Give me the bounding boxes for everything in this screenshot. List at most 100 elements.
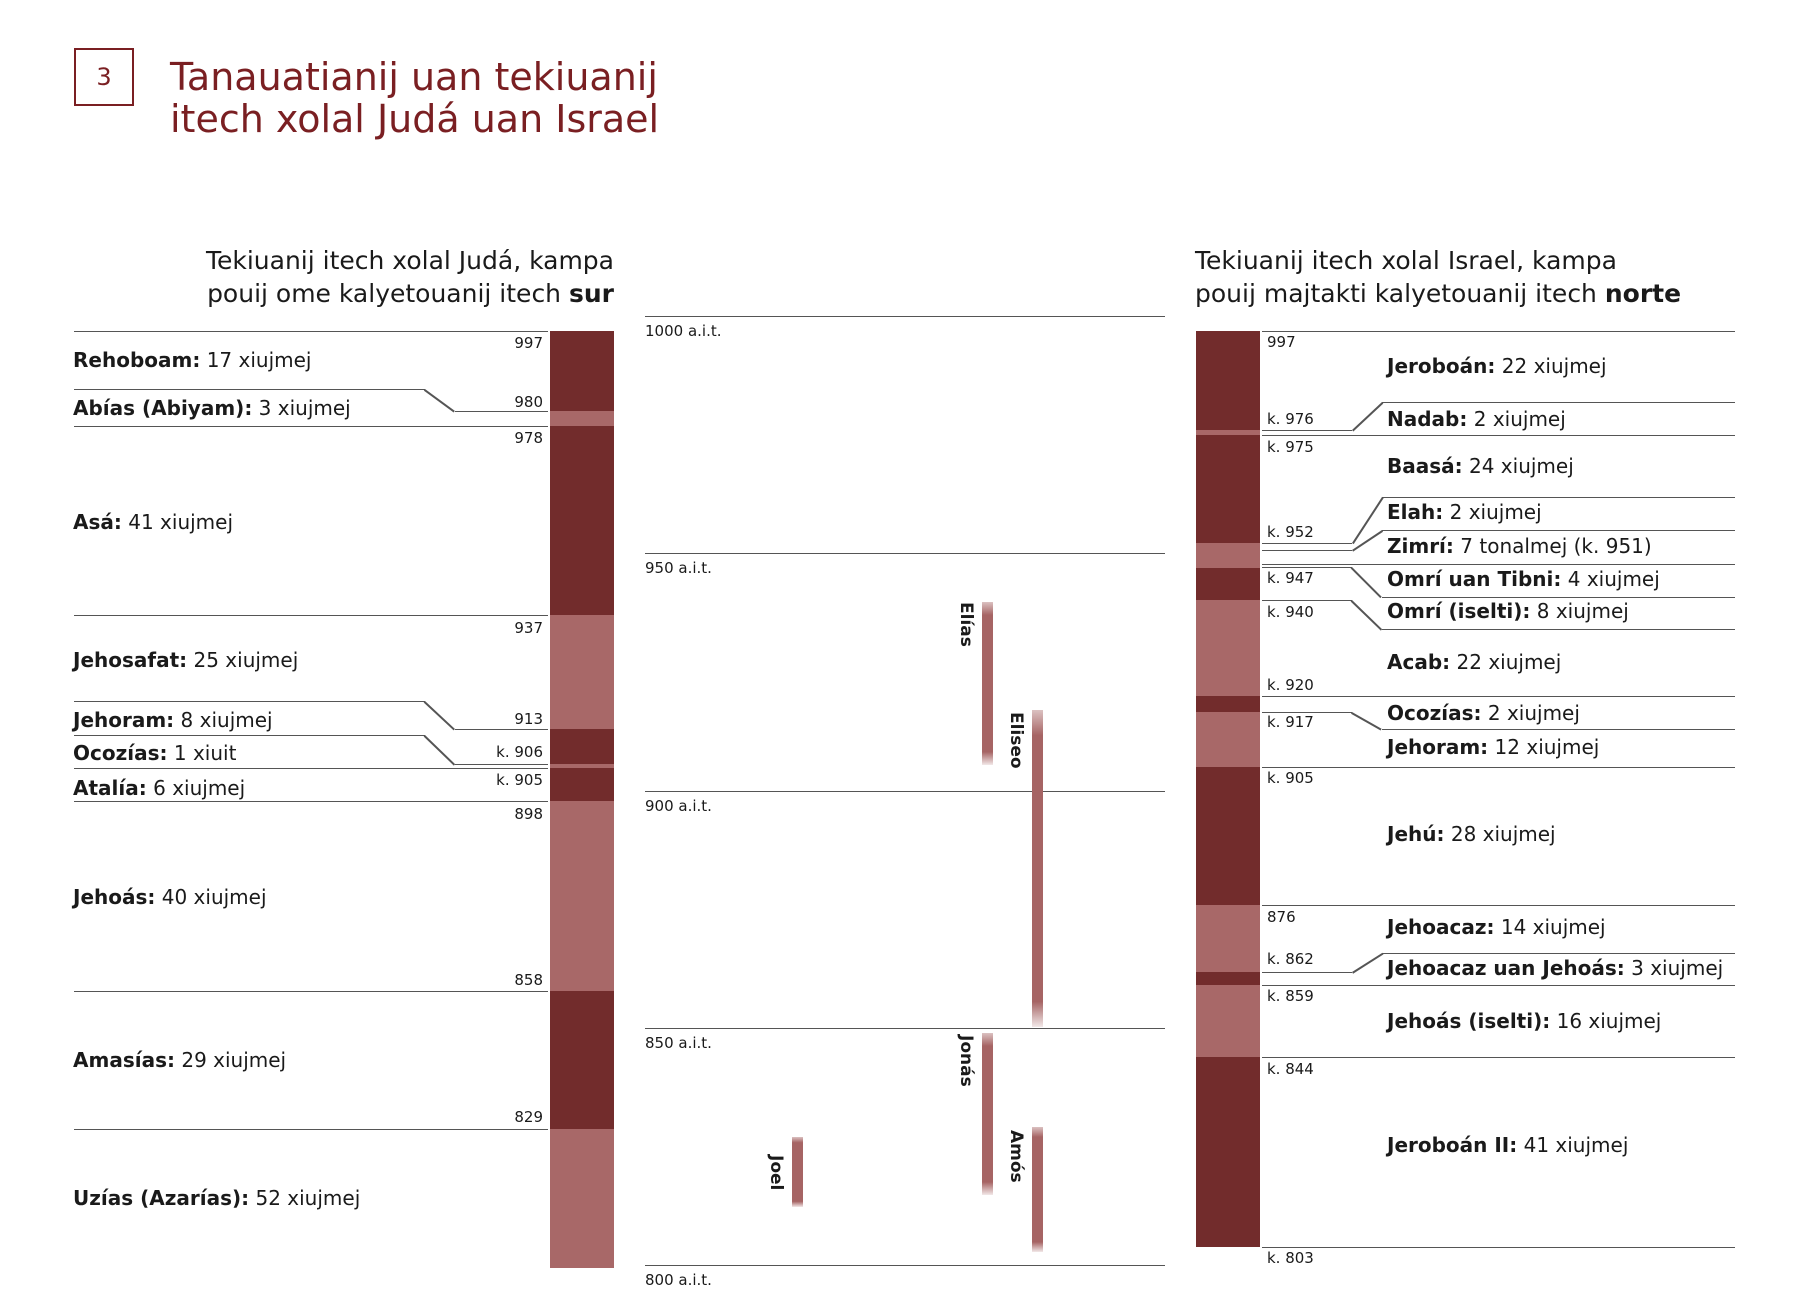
juda-heading-prefix: pouij ome kalyetouanij itech [207,279,569,308]
juda-rule-3 [74,615,548,616]
israel-rule-6-b [1350,567,1382,599]
israel-reign-bar-11 [1196,985,1260,1057]
israel-king-11-reign: 14 xiujmej [1494,915,1606,939]
juda-year-6: k. 905 [496,771,543,789]
israel-king-12: Jehoacaz uan Jehoás: 3 xiujmej [1387,956,1723,980]
juda-king-4-name: Jehoram: [73,708,175,732]
israel-rule-9-a [1262,712,1352,713]
prophet-name-2: Jonás [956,1035,976,1087]
juda-year-5: k. 906 [496,743,543,761]
israel-king-9-name: Jehoram: [1387,735,1489,759]
israel-rule-1-c [1382,402,1735,403]
israel-king-12-reign: 3 xiujmej [1624,956,1724,980]
israel-king-8: Ocozías: 2 xiujmej [1387,701,1580,725]
israel-reign-bar-6 [1196,696,1260,712]
israel-king-1-name: Nadab: [1387,407,1468,431]
israel-year-7: k. 917 [1267,713,1314,731]
israel-year-3: k. 952 [1267,523,1314,541]
israel-king-2-reign: 24 xiujmej [1462,454,1574,478]
israel-king-10: Jehú: 28 xiujmej [1387,822,1556,846]
israel-king-7-name: Acab: [1387,650,1451,674]
israel-king-0-name: Jeroboán: [1387,354,1496,378]
israel-rule-4-c [1382,530,1735,531]
israel-rule-12-c [1382,953,1735,954]
israel-king-1: Nadab: 2 xiujmej [1387,407,1566,431]
israel-rule-2 [1262,435,1735,436]
juda-king-2: Asá: 41 xiujmej [73,510,233,534]
israel-king-10-reign: 28 xiujmej [1444,822,1556,846]
timeline-tick-2: 900 a.i.t. [645,797,712,815]
israel-rule-0 [1262,331,1735,332]
israel-rule-4-a [1262,550,1352,551]
israel-king-14-name: Jeroboán II: [1387,1133,1518,1157]
israel-king-13: Jehoás (iselti): 16 xiujmej [1387,1009,1661,1033]
israel-year-11: k. 859 [1267,987,1314,1005]
juda-heading-bold: sur [568,279,614,308]
figure-number-box: 3 [74,48,134,106]
prophet-name-4: Joel [766,1155,786,1191]
israel-king-6-reign: 8 xiujmej [1530,599,1629,623]
israel-rule-8 [1262,696,1735,697]
israel-king-3: Elah: 2 xiujmej [1387,500,1542,524]
juda-king-9: Uzías (Azarías): 52 xiujmej [73,1186,360,1210]
israel-king-5-name: Omrí uan Tibni: [1387,567,1562,591]
israel-king-11-name: Jehoacaz: [1387,915,1495,939]
prophet-name-1: Eliseo [1006,712,1026,769]
juda-rule-4-c [455,729,548,730]
juda-reign-bar-4 [550,729,614,764]
israel-rule-12-b [1352,953,1383,974]
israel-heading-bold: norte [1604,279,1682,308]
israel-rule-7-a [1262,600,1352,601]
juda-rule-2 [74,426,548,427]
juda-reign-bar-1 [550,411,614,426]
israel-reign-bar-1 [1196,430,1260,435]
israel-year-2: k. 975 [1267,438,1314,456]
israel-rule-10 [1262,767,1735,768]
israel-king-8-reign: 2 xiujmej [1481,701,1580,725]
israel-year-13: k. 803 [1267,1249,1314,1267]
juda-king-5-reign: 1 xiuit [167,741,237,765]
juda-king-5: Ocozías: 1 xiuit [73,741,236,765]
juda-rule-1-c [455,411,548,412]
juda-heading: Tekiuanij itech xolal Judá, kampa pouij … [160,244,614,310]
juda-year-1: 980 [514,393,543,411]
juda-reign-bar-2 [550,426,614,615]
juda-reign-bar-6 [550,768,614,801]
israel-king-8-name: Ocozías: [1387,701,1482,725]
juda-year-2: 978 [514,429,543,447]
juda-king-1-name: Abías (Abiyam): [73,396,253,420]
juda-king-7: Jehoás: 40 xiujmej [73,885,267,909]
timeline-gridline-3 [645,1028,1165,1029]
juda-king-8-reign: 29 xiujmej [174,1048,287,1072]
israel-king-0-reign: 22 xiujmej [1495,354,1607,378]
israel-king-3-name: Elah: [1387,500,1444,524]
juda-rule-6 [74,768,548,769]
prophet-bar-1 [1032,710,1043,1027]
israel-king-13-name: Jehoás (iselti): [1387,1009,1551,1033]
israel-king-4: Zimrí: 7 tonalmej (k. 951) [1387,534,1652,558]
juda-year-8: 858 [514,971,543,989]
israel-reign-bar-0 [1196,331,1260,430]
juda-king-9-name: Uzías (Azarías): [73,1186,250,1210]
juda-king-3-reign: 25 xiujmej [187,648,299,672]
timeline-tick-3: 850 a.i.t. [645,1034,712,1052]
juda-king-6: Atalía: 6 xiujmej [73,776,245,800]
israel-king-14-reign: 41 xiujmej [1517,1133,1629,1157]
juda-rule-5-c [455,764,548,765]
juda-rule-8 [74,991,548,992]
juda-king-0-reign: 17 xiujmej [200,348,312,372]
israel-rule-3-b [1352,497,1384,544]
israel-king-14: Jeroboán II: 41 xiujmej [1387,1133,1628,1157]
title-line-1: Tanauatianij uan tekiuanij [170,55,658,99]
juda-rule-1-b [424,389,455,413]
figure-number: 3 [96,63,112,91]
israel-king-4-name: Zimrí: [1387,534,1454,558]
israel-rule-1-b [1352,402,1384,432]
israel-king-4-reign: 7 tonalmej (k. 951) [1453,534,1652,558]
israel-rule-14 [1262,1057,1735,1058]
israel-rule-3-c [1382,497,1735,498]
israel-king-7: Acab: 22 xiujmej [1387,650,1561,674]
israel-king-6-name: Omrí (iselti): [1387,599,1531,623]
juda-king-7-name: Jehoás: [73,885,156,909]
israel-reign-bar-3 [1196,543,1260,568]
